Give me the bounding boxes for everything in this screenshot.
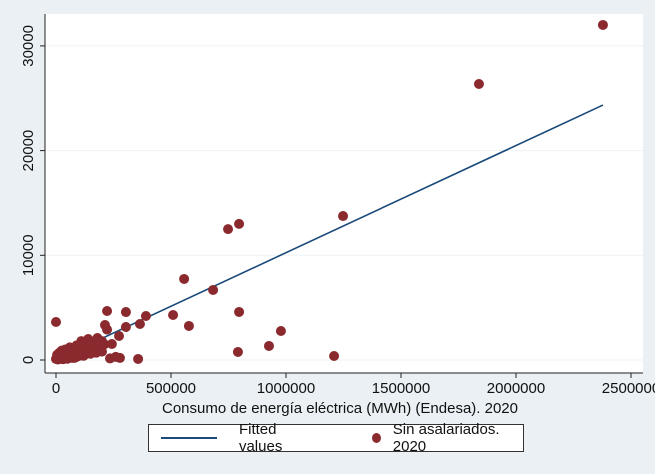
x-axis-title: Consumo de energía eléctrica (MWh) (Ende…	[162, 400, 518, 417]
y-tick-label: 10000	[20, 234, 37, 276]
x-tick-label: 2500000	[602, 380, 655, 397]
data-point	[263, 340, 274, 351]
y-tick-label: 0	[20, 356, 37, 364]
data-point	[329, 351, 340, 362]
data-point	[120, 307, 131, 318]
data-point	[114, 331, 125, 342]
legend: Fitted values Sin asalariados. 2020	[148, 421, 524, 455]
x-tick-label: 500000	[146, 380, 196, 397]
data-point	[120, 322, 131, 333]
data-point	[234, 306, 245, 317]
data-point	[102, 306, 113, 317]
data-point	[275, 325, 286, 336]
data-point	[94, 341, 105, 352]
data-point	[597, 19, 608, 30]
data-point	[338, 211, 349, 222]
data-point	[183, 320, 194, 331]
x-tick-label: 2000000	[487, 380, 545, 397]
data-point	[473, 79, 484, 90]
data-point	[106, 338, 117, 349]
legend-label-series: Sin asalariados. 2020	[392, 421, 500, 455]
data-point	[179, 273, 190, 284]
data-point	[140, 311, 151, 322]
y-tick-label: 20000	[20, 130, 37, 172]
legend-label-fitted: Fitted values	[238, 421, 283, 455]
x-tick-label: 0	[52, 380, 60, 397]
plot-area	[45, 14, 643, 373]
data-point	[102, 324, 113, 335]
y-tick-label: 30000	[20, 25, 37, 67]
data-point	[208, 284, 219, 295]
data-point	[168, 309, 179, 320]
data-point	[134, 318, 145, 329]
data-point	[234, 218, 245, 229]
legend-dot-marker	[371, 433, 381, 443]
legend-line-marker	[161, 437, 217, 439]
data-point	[78, 350, 89, 361]
x-tick-label: 1000000	[257, 380, 315, 397]
data-point	[133, 353, 144, 364]
data-point	[51, 316, 61, 327]
x-tick-label: 1500000	[372, 380, 430, 397]
data-point	[105, 353, 116, 364]
data-point	[232, 346, 243, 357]
data-point	[223, 224, 234, 235]
